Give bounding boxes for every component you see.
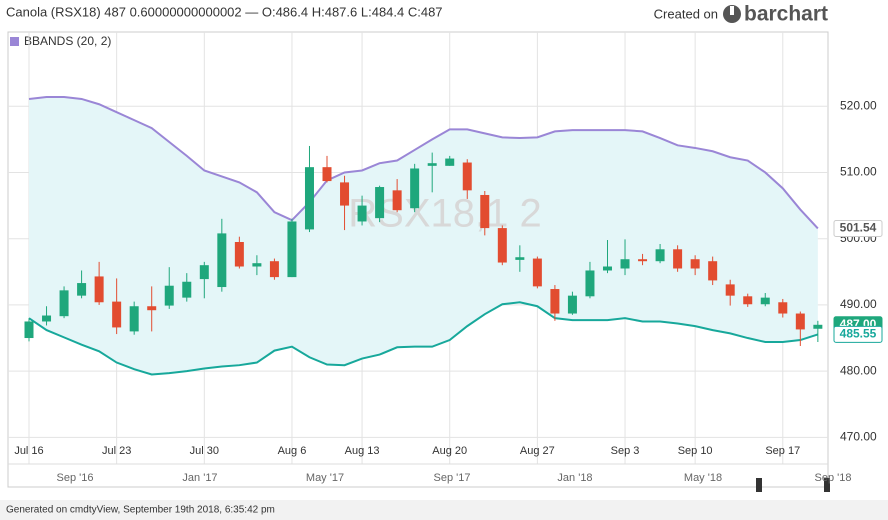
candle-body bbox=[164, 285, 174, 306]
x-tick-label: Jul 16 bbox=[14, 445, 43, 457]
x-tick-label: Jul 30 bbox=[190, 445, 219, 457]
candle-body bbox=[445, 158, 455, 166]
candle-body bbox=[252, 263, 262, 267]
last-value-tag bbox=[833, 219, 883, 237]
legend-label: BBANDS (20, 2) bbox=[24, 34, 111, 48]
navigator-label: Sep '18 bbox=[815, 472, 852, 484]
band-upper bbox=[28, 95, 819, 230]
candle-body bbox=[112, 301, 122, 328]
candle-body bbox=[515, 257, 525, 260]
candle-body bbox=[427, 163, 437, 166]
last-value-label: 485.55 bbox=[840, 327, 877, 341]
candle-body bbox=[550, 289, 560, 314]
legend-swatch bbox=[10, 37, 19, 46]
candle-body bbox=[708, 261, 718, 281]
candle-body bbox=[602, 266, 612, 271]
candle-body bbox=[129, 306, 139, 332]
candle-body bbox=[42, 315, 52, 322]
navigator-label: Sep '17 bbox=[434, 472, 471, 484]
x-tick-label: Aug 20 bbox=[432, 445, 467, 457]
last-value-tag bbox=[833, 325, 883, 343]
last-value-label: 501.54 bbox=[840, 221, 877, 235]
candle-body bbox=[585, 270, 595, 297]
y-tick-label: 510.00 bbox=[840, 165, 877, 179]
candle-body bbox=[567, 295, 577, 314]
navigator-label: Jan '17 bbox=[182, 472, 217, 484]
candle-body bbox=[24, 321, 34, 339]
candle-body bbox=[147, 306, 157, 311]
navigator-handle[interactable] bbox=[824, 478, 830, 492]
x-tick-label: Aug 6 bbox=[278, 445, 307, 457]
candle-body bbox=[410, 168, 420, 209]
x-tick-label: Aug 13 bbox=[345, 445, 380, 457]
brand-prefix: Created on bbox=[654, 6, 718, 21]
candle-body bbox=[182, 281, 192, 298]
candle-body bbox=[217, 233, 227, 288]
x-tick-label: Jul 23 bbox=[102, 445, 131, 457]
navigator-label: Jan '18 bbox=[557, 472, 592, 484]
candle-body bbox=[760, 297, 770, 305]
candle-body bbox=[94, 276, 104, 303]
y-tick-label: 470.00 bbox=[840, 430, 877, 444]
plot-frame bbox=[7, 31, 829, 488]
y-tick-label: 490.00 bbox=[840, 297, 877, 311]
navigator-handle[interactable] bbox=[756, 478, 762, 492]
navigator-label: Sep '16 bbox=[57, 472, 94, 484]
candle-body bbox=[304, 167, 314, 230]
candle-body bbox=[287, 221, 297, 278]
candle-body bbox=[638, 259, 648, 262]
candle-body bbox=[59, 290, 69, 317]
band-fill bbox=[29, 96, 818, 375]
candle-body bbox=[462, 162, 472, 191]
candle-body bbox=[322, 167, 332, 182]
candle-body bbox=[795, 313, 805, 330]
candle-body bbox=[234, 242, 244, 267]
footer-bar bbox=[0, 500, 888, 520]
y-tick-label: 520.00 bbox=[840, 98, 877, 112]
candle-body bbox=[778, 302, 788, 314]
candle-body bbox=[199, 265, 209, 280]
candle-body bbox=[725, 284, 735, 296]
chart-title: Canola (RSX18) 487 0.60000000000002 — O:… bbox=[6, 4, 443, 19]
x-tick-label: Sep 3 bbox=[611, 445, 640, 457]
brand-name: barchart bbox=[744, 3, 828, 26]
candle-body bbox=[497, 228, 507, 263]
candle-body bbox=[269, 261, 279, 278]
brand-logo-mark bbox=[730, 6, 734, 15]
y-tick-label: 480.00 bbox=[840, 363, 877, 377]
candle-body bbox=[77, 283, 87, 296]
candle-body bbox=[375, 187, 385, 219]
navigator-label: May '17 bbox=[306, 472, 344, 484]
x-tick-label: Sep 17 bbox=[765, 445, 800, 457]
candle-body bbox=[620, 259, 630, 269]
candle-body bbox=[480, 194, 490, 229]
navigator-label: May '18 bbox=[684, 472, 722, 484]
candle-body bbox=[655, 249, 665, 262]
x-tick-label: Aug 27 bbox=[520, 445, 555, 457]
band-lower bbox=[28, 301, 819, 376]
footer: Generated on cmdtyView, September 19th 2… bbox=[6, 505, 275, 516]
candle-body bbox=[340, 182, 350, 206]
candle-body bbox=[813, 324, 823, 329]
candle-body bbox=[690, 259, 700, 269]
x-tick-label: Sep 10 bbox=[678, 445, 713, 457]
candle-body bbox=[392, 190, 402, 211]
candle-body bbox=[673, 249, 683, 269]
candle-body bbox=[357, 205, 367, 222]
candle-body bbox=[532, 258, 542, 287]
candle-body bbox=[743, 296, 753, 305]
